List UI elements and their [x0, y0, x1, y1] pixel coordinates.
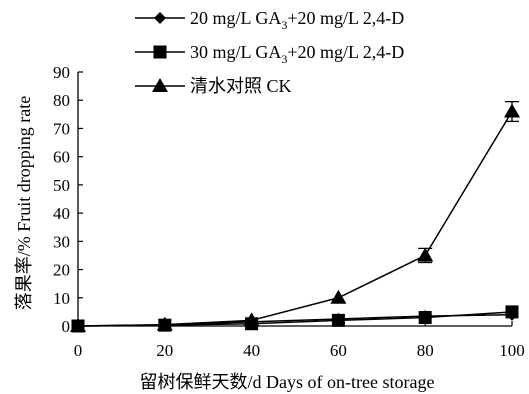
y-tick-label-2: 20 [53, 261, 70, 280]
legend-label-part: 20 mg/L GA [190, 8, 281, 28]
series-2-point-4 [418, 311, 432, 325]
x-tick-label-0: 0 [74, 341, 83, 360]
series-3-point-2 [243, 312, 260, 327]
legend-entry-2: 30 mg/L GA3+20 mg/L 2,4-D [135, 42, 404, 66]
legend-marker-2 [153, 45, 167, 59]
series-layer [70, 100, 520, 333]
series-3-point-3 [330, 289, 347, 304]
y-tick-label-6: 60 [53, 148, 70, 167]
legend-label-part: 3 [281, 52, 287, 66]
y-tick-label-7: 70 [53, 119, 70, 138]
legend-label-part: 30 mg/L GA [190, 42, 281, 62]
x-axis-label: 留树保鲜天数/d Days of on-tree storage [140, 372, 435, 392]
series-3-point-1 [156, 316, 173, 331]
x-tick-label-2: 40 [243, 341, 260, 360]
legend-label-part: +20 mg/L 2,4-D [287, 8, 404, 28]
legend-label-1: 20 mg/L GA3+20 mg/L 2,4-D [190, 8, 404, 32]
series-1 [72, 308, 518, 332]
x-tick-label-5: 100 [499, 341, 525, 360]
axes [77, 72, 512, 327]
tick-group: 0 10 20 30 40 50 60 70 80 90 0 20 40 60 80 100 [53, 63, 525, 360]
series-2-point-3 [331, 313, 345, 327]
series-2 [71, 305, 519, 333]
y-tick-label-0: 0 [62, 317, 71, 336]
y-tick-label-8: 80 [53, 91, 70, 110]
y-tick-label-5: 50 [53, 176, 70, 195]
legend-entry-3: 清水对照 CK [135, 76, 292, 96]
series-3-point-4 [417, 247, 434, 262]
legend-label-2: 30 mg/L GA3+20 mg/L 2,4-D [190, 42, 404, 66]
legend-marker-1 [154, 12, 166, 24]
legend-label-part: 3 [281, 18, 287, 32]
legend-entry-1: 20 mg/L GA3+20 mg/L 2,4-D [135, 8, 404, 32]
legend-label-part: +20 mg/L 2,4-D [287, 42, 404, 62]
y-tick-label-1: 10 [53, 289, 70, 308]
x-tick-label-4: 80 [417, 341, 434, 360]
y-axis-label: 落果率/% Fruit dropping rate [14, 96, 34, 310]
series-2-line [77, 311, 513, 327]
series-3-line [77, 111, 513, 327]
legend-label-3: 清水对照 CK [190, 76, 292, 96]
y-tick-label-3: 30 [53, 232, 70, 251]
y-tick-label-9: 90 [53, 63, 70, 82]
series-3 [70, 100, 520, 332]
legend-label-part: 清水对照 CK [190, 76, 292, 96]
x-tick-label-3: 60 [330, 341, 347, 360]
series-3-point-5 [504, 103, 520, 118]
y-tick-label-4: 40 [53, 204, 70, 223]
x-tick-label-1: 20 [156, 341, 173, 360]
series-2-point-5 [505, 305, 519, 319]
legend: 20 mg/L GA3+20 mg/L 2,4-D30 mg/L GA3+20 … [135, 8, 404, 96]
series-3-point-0 [70, 318, 86, 332]
legend-marker-3 [152, 78, 168, 92]
